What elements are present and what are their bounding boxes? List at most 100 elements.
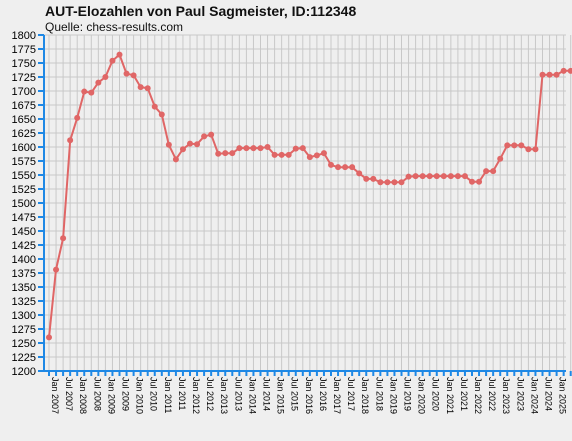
data-point bbox=[412, 173, 419, 180]
x-tick-label: Jan 2016 bbox=[304, 377, 314, 414]
data-point bbox=[257, 145, 264, 152]
data-point bbox=[320, 150, 327, 157]
data-point bbox=[67, 137, 74, 144]
data-point bbox=[179, 146, 186, 153]
data-point bbox=[447, 173, 454, 180]
y-tick-label: 1500 bbox=[12, 198, 36, 210]
x-tick-label: Jul 2015 bbox=[290, 377, 300, 411]
x-tick-label: Jan 2015 bbox=[276, 377, 286, 414]
x-tick-label: Jan 2019 bbox=[388, 377, 398, 414]
data-point bbox=[306, 154, 313, 161]
data-point bbox=[88, 89, 95, 96]
data-point bbox=[81, 88, 88, 95]
data-point bbox=[299, 145, 306, 152]
data-point bbox=[313, 152, 320, 159]
y-tick-label: 1600 bbox=[12, 142, 36, 154]
y-tick-label: 1250 bbox=[12, 338, 36, 350]
y-axis-ticks: 1200 1225 1250 1275 1300 1325 1350 1375 1400 1425… bbox=[12, 30, 44, 378]
data-point bbox=[546, 71, 553, 78]
y-tick-label: 1550 bbox=[12, 170, 36, 182]
data-point bbox=[426, 173, 433, 180]
x-tick-label: Jul 2018 bbox=[374, 377, 384, 411]
x-tick-label: Jan 2024 bbox=[529, 377, 539, 414]
y-tick-label: 1675 bbox=[12, 100, 36, 112]
y-tick-label: 1400 bbox=[12, 254, 36, 266]
data-point bbox=[469, 178, 475, 185]
x-tick-label: Jul 2014 bbox=[262, 377, 272, 411]
data-point bbox=[518, 142, 525, 149]
data-point bbox=[285, 151, 292, 158]
data-point bbox=[201, 133, 208, 140]
x-tick-label: Jul 2007 bbox=[64, 377, 74, 411]
data-point bbox=[74, 114, 81, 121]
x-tick-label: Jan 2008 bbox=[78, 377, 88, 414]
y-tick-label: 1700 bbox=[12, 86, 36, 98]
y-tick-label: 1750 bbox=[12, 58, 36, 70]
data-point bbox=[222, 150, 229, 157]
data-point bbox=[46, 334, 52, 341]
data-point bbox=[264, 144, 271, 150]
data-point bbox=[504, 142, 511, 149]
data-point bbox=[278, 151, 285, 158]
x-tick-label: Jan 2018 bbox=[360, 377, 370, 414]
x-tick-label: Jul 2011 bbox=[177, 377, 187, 410]
data-point bbox=[215, 150, 222, 157]
data-point bbox=[419, 173, 426, 180]
data-point bbox=[271, 151, 278, 158]
x-tick-label: Jul 2022 bbox=[487, 377, 497, 411]
data-point bbox=[328, 161, 334, 168]
data-point bbox=[292, 145, 299, 152]
x-tick-label: Jul 2021 bbox=[459, 377, 469, 411]
chart-subtitle: Quelle: chess-results.com bbox=[45, 20, 184, 34]
x-tick-label: Jan 2012 bbox=[191, 377, 201, 414]
data-point bbox=[560, 67, 567, 74]
grid-lines bbox=[44, 34, 572, 372]
x-tick-label: Jul 2017 bbox=[346, 377, 356, 411]
y-tick-label: 1525 bbox=[12, 184, 36, 196]
data-point bbox=[490, 168, 497, 175]
data-point bbox=[144, 85, 151, 92]
x-tick-label: Jan 2025 bbox=[558, 377, 568, 414]
x-tick-label: Jan 2023 bbox=[501, 377, 511, 414]
x-tick-label: Jan 2020 bbox=[417, 377, 427, 414]
y-tick-label: 1425 bbox=[12, 240, 36, 252]
data-point bbox=[567, 67, 572, 74]
data-point bbox=[349, 164, 356, 171]
chart-title: AUT-Elozahlen von Paul Sagmeister, ID:11… bbox=[45, 3, 357, 19]
data-point bbox=[476, 178, 483, 185]
data-point bbox=[384, 179, 391, 186]
data-point bbox=[236, 145, 243, 152]
y-tick-label: 1725 bbox=[12, 72, 36, 84]
data-point bbox=[95, 79, 102, 86]
x-tick-label: Jan 2014 bbox=[247, 377, 257, 414]
y-tick-label: 1275 bbox=[12, 324, 36, 336]
data-point bbox=[497, 155, 504, 162]
y-tick-label: 1300 bbox=[12, 310, 36, 322]
data-point bbox=[461, 173, 468, 180]
x-tick-label: Jan 2021 bbox=[445, 377, 455, 414]
x-tick-label: Jan 2007 bbox=[50, 377, 60, 414]
data-point bbox=[525, 146, 532, 153]
data-point bbox=[370, 175, 377, 182]
data-point bbox=[109, 57, 116, 64]
x-tick-label: Jan 2022 bbox=[473, 377, 483, 414]
data-point bbox=[539, 71, 546, 78]
x-tick-label: Jan 2017 bbox=[332, 377, 342, 414]
x-tick-label: Jul 2024 bbox=[544, 377, 554, 411]
x-tick-label: Jul 2012 bbox=[205, 377, 215, 411]
data-point bbox=[137, 84, 144, 91]
y-tick-label: 1350 bbox=[12, 282, 36, 294]
data-point bbox=[208, 131, 215, 138]
x-tick-label: Jul 2008 bbox=[92, 377, 102, 411]
data-point bbox=[172, 156, 179, 163]
y-tick-label: 1625 bbox=[12, 128, 36, 140]
data-point bbox=[116, 51, 123, 58]
data-point bbox=[483, 168, 490, 175]
data-point bbox=[187, 140, 193, 147]
data-point bbox=[405, 173, 412, 180]
data-point bbox=[53, 266, 60, 273]
y-tick-label: 1450 bbox=[12, 226, 36, 238]
data-point bbox=[130, 72, 137, 79]
data-point bbox=[391, 179, 398, 186]
